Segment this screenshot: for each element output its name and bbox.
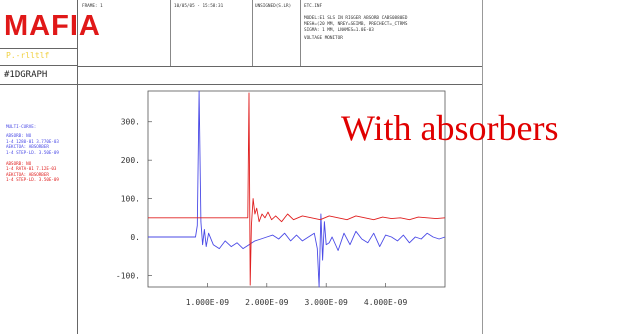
legend-entry-blue: ABSORB: NO 1-4 1280-01 3.770E-03 AEKCTOA… (6, 133, 59, 155)
info-line: VOLTAGE MONITOR (304, 36, 343, 41)
series-line-0 (148, 90, 446, 288)
caption-text: P.-rlltlf (6, 51, 50, 60)
series-line-1 (148, 92, 446, 286)
plot-frame (482, 0, 483, 334)
legend-line: 1-4 1280-01 3.770E-03 (6, 138, 59, 144)
mode-box: #1DGRAPH (0, 66, 77, 85)
legend-line: AEKCTOA: ABSORBER (6, 171, 49, 177)
y-tick-label: -100. (116, 271, 140, 280)
x-tick-label: 4.000E-09 (364, 298, 408, 307)
legend-line: 1-4 STEP-LD. 3.50E-09 (6, 177, 59, 183)
x-tick-label: 2.000E-09 (245, 298, 289, 307)
logo-box: MAFIA (0, 0, 100, 49)
y-tick-label: 100. (121, 195, 140, 204)
legend-title: MULTI-CURVE: (6, 124, 37, 129)
info-line: MODEL:E1 SLS IN RIGGER ABSORB CABS0880ED (304, 16, 408, 21)
legend-entry-red: ABSORB: NO 1-4 RATA-01 7.12E-03 AEKCTOA:… (6, 161, 59, 183)
caption-box: P.-rlltlf (0, 49, 77, 66)
app-logo: MAFIA (4, 10, 101, 42)
legend-line: 1-4 RATA-01 7.12E-03 (6, 166, 57, 172)
y-tick-label: 0. (130, 233, 140, 242)
header-cell-unit: UNSIGNED(S.LR) (252, 0, 301, 66)
plot-area (147, 90, 446, 288)
legend-line: ABSORB: NO (6, 133, 32, 139)
legend: MULTI-CURVE: ABSORB: NO 1-4 1280-01 3.77… (6, 124, 59, 183)
info-line: MESH=(20 MM, NREY=SEIMB, PRECHECT=_CTRMS (304, 22, 408, 27)
date-label: 10/05/05 - 15:58:31 (174, 4, 224, 9)
x-tick-label: 1.000E-09 (186, 298, 230, 307)
voltage-chart: 300. 200. 100. 0. -100. 1.000E-09 2.000E-09 3.0… (116, 90, 446, 307)
legend-line: ABSORB: NO (6, 161, 32, 167)
mode-label: #1DGRAPH (4, 70, 48, 80)
sidebar: MAFIA P.-rlltlf #1DGRAPH MULTI-CURVE: AB… (0, 0, 100, 334)
header-cell-frame: FRAME: 1 (78, 0, 171, 66)
legend-line: 1-4 STEP-LD. 3.50E-09 (6, 149, 59, 155)
x-tick-label: 3.000E-09 (305, 298, 349, 307)
y-tick-label: 200. (121, 156, 140, 165)
header-bar: FRAME: 1 10/05/05 - 15:58:31 UNSIGNED(S.… (78, 0, 482, 67)
legend-line: AEKCTOA: ABSORBER (6, 144, 49, 150)
header-cell-info: ETC.INF MODEL:E1 SLS IN RIGGER ABSORB CA… (300, 0, 482, 66)
unit-label: UNSIGNED(S.LR) (255, 4, 292, 9)
subtitle-box (78, 67, 482, 85)
frame-label: FRAME: 1 (82, 4, 103, 9)
info-line: SIGMA: 1 MM, LNAMES=1.0E-03 (304, 28, 374, 33)
annotation-text: With absorbers (341, 108, 559, 148)
info-title: ETC.INF (304, 4, 323, 9)
header-cell-date: 10/05/05 - 15:58:31 (170, 0, 253, 66)
y-tick-label: 300. (121, 118, 140, 127)
